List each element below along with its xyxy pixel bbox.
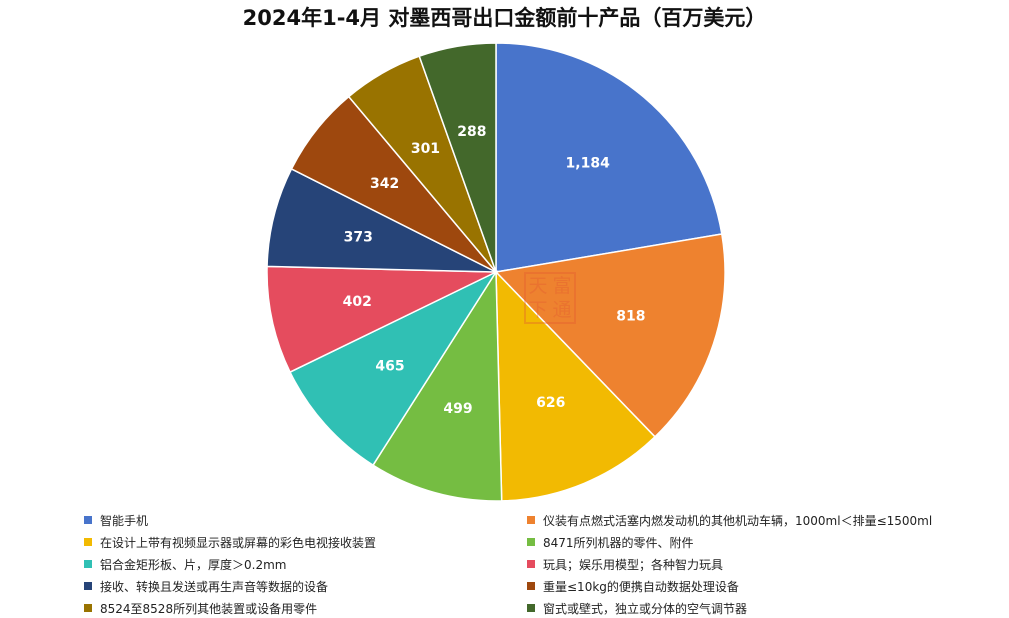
legend-swatch xyxy=(527,538,535,546)
watermark-char: 天 xyxy=(528,274,548,297)
pie-chart: 1,184 818 626 499 465 402 373 342 301 288 xyxy=(266,42,726,502)
legend-item: 8524至8528所列其他装置或设备用零件 xyxy=(84,598,317,618)
legend-label: 窗式或壁式，独立或分体的空气调节器 xyxy=(543,601,748,616)
pie-slice xyxy=(494,233,726,438)
watermark-char: 通 xyxy=(552,298,572,321)
pie-slice xyxy=(495,42,723,273)
slice-data-label: 465 xyxy=(375,358,404,374)
legend-item: 铝合金矩形板、片，厚度＞0.2mm xyxy=(84,554,286,574)
legend-swatch xyxy=(527,604,535,612)
legend-item: 智能手机 xyxy=(84,510,148,530)
slice-data-label: 373 xyxy=(344,229,373,245)
pie-slice xyxy=(289,270,499,467)
legend-item: 仪装有点燃式活塞内燃发动机的其他机动车辆，1000ml＜排量≤1500ml xyxy=(527,510,932,530)
slice-data-label: 818 xyxy=(616,308,645,324)
chart-title: 2024年1-4月 对墨西哥出口金额前十产品（百万美元） xyxy=(242,6,767,30)
legend-swatch xyxy=(527,560,535,568)
chart-legend: 智能手机 仪装有点燃式活塞内燃发动机的其他机动车辆，1000ml＜排量≤1500m… xyxy=(0,510,1009,617)
legend-swatch xyxy=(527,516,535,524)
legend-item: 在设计上带有视频显示器或屏幕的彩色电视接收装置 xyxy=(84,532,376,552)
legend-label: 铝合金矩形板、片，厚度＞0.2mm xyxy=(100,557,287,572)
watermark-logo: 天 富 下 通 xyxy=(524,272,576,324)
slice-data-label: 1,184 xyxy=(566,156,611,172)
legend-swatch xyxy=(84,604,92,612)
legend-swatch xyxy=(84,560,92,568)
legend-label: 仪装有点燃式活塞内燃发动机的其他机动车辆，1000ml＜排量≤1500ml xyxy=(543,513,933,528)
legend-item: 玩具；娱乐用模型；各种智力玩具 xyxy=(527,554,723,574)
slice-data-label: 402 xyxy=(343,294,372,310)
legend-item: 8471所列机器的零件、附件 xyxy=(527,532,694,552)
legend-label: 接收、转换且发送或再生声音等数据的设备 xyxy=(100,579,329,594)
slice-data-label: 342 xyxy=(370,176,399,192)
pie-slice xyxy=(495,270,657,502)
pie-slice xyxy=(418,42,497,273)
pie-slice xyxy=(371,269,503,502)
legend-label: 在设计上带有视频显示器或屏幕的彩色电视接收装置 xyxy=(100,535,377,550)
slice-data-label: 499 xyxy=(443,401,472,417)
legend-label: 8524至8528所列其他装置或设备用零件 xyxy=(100,601,318,616)
watermark-char: 富 xyxy=(552,274,572,297)
pie-slices xyxy=(266,42,726,502)
legend-label: 8471所列机器的零件、附件 xyxy=(543,535,694,550)
pie-data-labels: 1,184 818 626 499 465 402 373 342 301 288 xyxy=(343,124,646,417)
slice-data-label: 626 xyxy=(536,395,565,411)
legend-swatch xyxy=(84,582,92,590)
legend-label: 玩具；娱乐用模型；各种智力玩具 xyxy=(543,557,724,572)
watermark-char: 下 xyxy=(528,298,548,321)
pie-slice xyxy=(266,167,497,273)
legend-swatch xyxy=(84,516,92,524)
legend-swatch xyxy=(527,582,535,590)
legend-item: 接收、转换且发送或再生声音等数据的设备 xyxy=(84,576,328,596)
legend-label: 智能手机 xyxy=(100,513,149,528)
legend-item: 窗式或壁式，独立或分体的空气调节器 xyxy=(527,598,747,618)
pie-slice xyxy=(266,265,497,374)
legend-item: 重量≤10kg的便携自动数据处理设备 xyxy=(527,576,739,596)
slice-data-label: 288 xyxy=(457,124,486,140)
legend-swatch xyxy=(84,538,92,546)
legend-label: 重量≤10kg的便携自动数据处理设备 xyxy=(543,579,739,594)
slice-data-label: 301 xyxy=(411,141,440,157)
